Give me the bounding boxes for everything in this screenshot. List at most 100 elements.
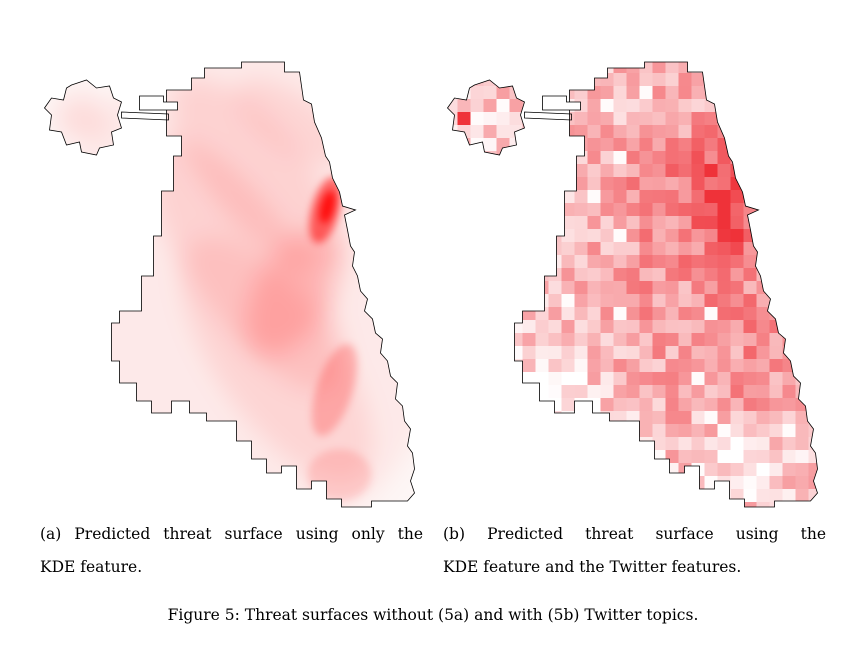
grid-cell (639, 450, 653, 463)
grid-cell (678, 177, 692, 190)
grid-cell (457, 73, 471, 86)
grid-cell (743, 177, 757, 190)
grid-cell (795, 463, 809, 476)
grid-cell (548, 502, 562, 507)
grid-cell (447, 242, 458, 255)
grid-cell (470, 268, 484, 281)
kde-hotspot (55, 94, 108, 142)
grid-cell (522, 398, 536, 411)
grid-cell (548, 229, 562, 242)
grid-cell (808, 333, 818, 346)
grid-cell (600, 346, 614, 359)
grid-cell (717, 242, 731, 255)
grid-cell (613, 385, 627, 398)
grid-cell (678, 203, 692, 216)
grid-cell (691, 138, 705, 151)
grid-cell (522, 255, 536, 268)
grid-cell (691, 346, 705, 359)
grid-cell (561, 229, 575, 242)
grid-cell (483, 268, 497, 281)
grid-cell (574, 307, 588, 320)
grid-cell (795, 138, 809, 151)
grid-cell (483, 164, 497, 177)
grid-cell (782, 281, 796, 294)
grid-cell (535, 62, 549, 73)
grid-cell (796, 112, 809, 125)
grid-cell (587, 99, 601, 112)
grid-cell (470, 164, 484, 177)
grid-cell (509, 489, 523, 502)
grid-cell (509, 99, 523, 112)
grid-cell (496, 73, 510, 86)
grid-cell (613, 242, 627, 255)
grid-cell (587, 203, 601, 216)
grid-cell (822, 333, 827, 346)
grid-cell (470, 437, 484, 450)
grid-cell (744, 99, 757, 112)
grid-cell (665, 476, 679, 489)
grid-cell (652, 385, 666, 398)
grid-cell (549, 372, 562, 385)
grid-cell (822, 177, 827, 190)
grid-cell (652, 190, 666, 203)
grid-cell (600, 359, 614, 372)
grid-cell (743, 242, 757, 255)
grid-cell (717, 307, 731, 320)
grid-cell (652, 489, 666, 502)
grid-cell (822, 372, 827, 385)
grid-cell (808, 268, 818, 281)
grid-cell (549, 424, 562, 437)
grid-cell (536, 411, 549, 424)
grid-cell (717, 177, 731, 190)
grid-cell (730, 333, 744, 346)
grid-cell (795, 62, 809, 73)
grid-cell (639, 372, 653, 385)
grid-cell (717, 86, 731, 99)
grid-cell (769, 372, 783, 385)
grid-cell (717, 372, 731, 385)
grid-cell (730, 385, 744, 398)
grid-cell (600, 203, 614, 216)
grid-cell (808, 437, 818, 450)
grid-cell (470, 255, 484, 268)
grid-cell (691, 125, 705, 138)
grid-cell (447, 372, 458, 385)
grid-cell (562, 424, 575, 437)
grid-cell (678, 346, 692, 359)
subfigure-b: (b) Predicted threat surface using the K… (443, 60, 826, 584)
grid-cell (652, 255, 666, 268)
grid-cell (600, 489, 614, 502)
grid-cell (665, 229, 679, 242)
grid-cell (587, 242, 601, 255)
grid-cell (639, 502, 653, 507)
grid-cell (782, 62, 796, 73)
grid-cell (822, 385, 827, 398)
grid-cell (822, 398, 827, 411)
heat-clip-a (44, 62, 415, 507)
grid-cell (743, 164, 757, 177)
grid-cell (535, 229, 549, 242)
grid-cell (496, 450, 510, 463)
grid-cell (678, 359, 692, 372)
grid-cell (457, 99, 471, 112)
grid-cell (769, 424, 783, 437)
grid-cell (548, 62, 562, 73)
grid-cell (795, 268, 809, 281)
grid-cell (626, 190, 640, 203)
grid-cell (457, 333, 471, 346)
grid-cell (795, 450, 809, 463)
grid-cell (497, 411, 510, 424)
grid-cell (561, 320, 575, 333)
grid-cell (483, 346, 497, 359)
grid-cell (691, 489, 705, 502)
grid-cell (457, 268, 471, 281)
grid-cell (574, 203, 588, 216)
grid-cell (756, 333, 770, 346)
grid-cell (626, 333, 640, 346)
grid-cell (822, 424, 827, 437)
grid-cell (652, 333, 666, 346)
grid-cell (470, 281, 484, 294)
enclave-outline-b (542, 95, 581, 111)
grid-cell (717, 99, 731, 112)
